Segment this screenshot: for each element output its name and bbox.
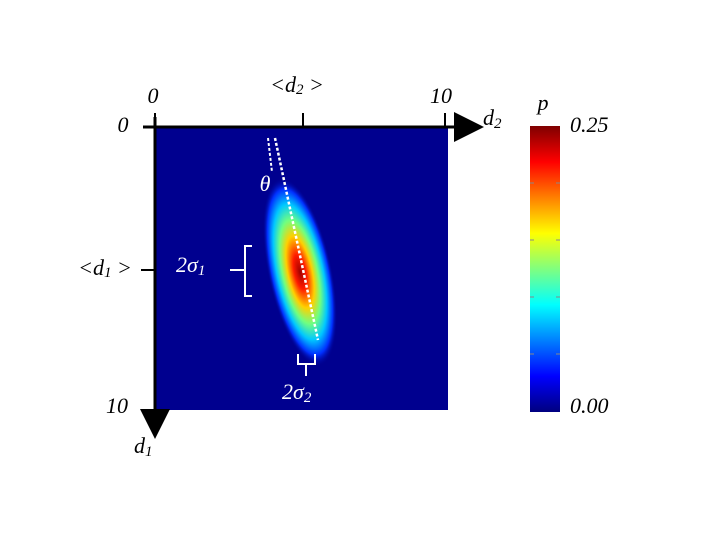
colorbar-label: p (536, 90, 549, 115)
sigma2-bracket (297, 354, 316, 376)
colorbar (530, 126, 560, 412)
sigma2-label: 2σ2 (282, 379, 312, 406)
principal-axis (273, 137, 320, 341)
y-tick-label: 0 (118, 112, 129, 137)
vertical-reference (267, 137, 273, 173)
x-mean-label: <d2 > (270, 72, 324, 98)
sigma1-bracket (230, 245, 252, 297)
colorbar-max: 0.25 (570, 112, 609, 137)
sigma1-label: 2σ1 (176, 252, 205, 279)
y-tick-label: 10 (106, 393, 128, 418)
density-blob (262, 177, 338, 367)
x-axis-label: d2 (483, 105, 502, 132)
colorbar-min: 0.00 (570, 393, 609, 418)
angle-label: θ (260, 171, 271, 196)
y-axis-label: d1 (134, 433, 153, 460)
y-mean-label: <d1 > (78, 255, 132, 281)
x-tick-label: 0 (148, 83, 159, 108)
colorbar-ticks (530, 182, 560, 355)
ticks (141, 113, 446, 411)
x-tick-label: 10 (430, 83, 452, 108)
